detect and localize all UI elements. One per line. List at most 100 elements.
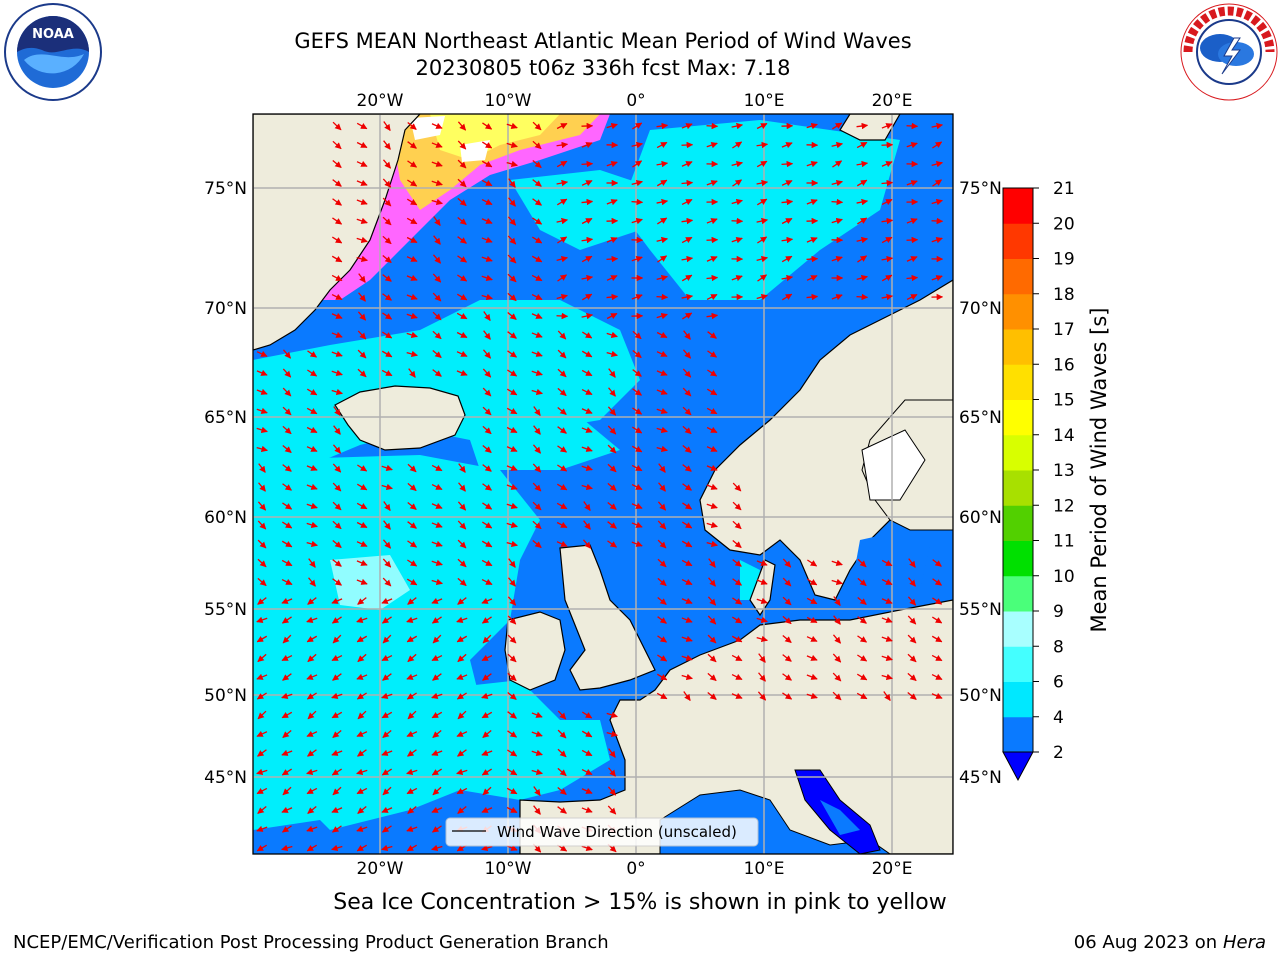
wind-arrow [506,122,518,129]
wind-arrow [657,539,667,549]
wind-arrow [382,293,392,301]
colorbar-tick-label: 10 [1053,567,1075,587]
wind-arrow [931,654,943,662]
wind-arrow [456,312,468,320]
wind-arrow [457,140,467,150]
wind-arrow [881,161,893,168]
wind-arrow [407,179,418,187]
wind-arrow [332,179,342,187]
wind-arrow [431,502,443,509]
wind-arrow [432,330,442,340]
wind-arrow [681,179,694,187]
wind-arrow [506,464,518,471]
wind-arrow [357,749,367,757]
wind-arrow [432,729,442,739]
wind-arrow [257,577,267,587]
wind-arrow [533,786,541,796]
lon-label: 0° [626,91,645,111]
wind-arrow [856,692,868,700]
wind-arrow [481,540,493,548]
wind-arrow [431,578,443,586]
wind-arrow [581,160,594,168]
wind-arrow [881,635,893,642]
wind-arrow [557,767,567,777]
wind-arrow [706,540,718,548]
wind-arrow [607,444,617,454]
wind-arrow [557,748,567,758]
wind-arrow [456,369,468,376]
wind-arrow [731,122,744,130]
wind-arrow [581,142,593,149]
wind-arrow [658,482,666,492]
wind-arrow [681,654,693,661]
colorbar-tick-label: 14 [1053,426,1075,446]
wind-arrow [531,768,543,776]
wind-arrow [506,540,518,548]
wind-arrow [482,729,492,739]
wind-arrow [606,255,619,263]
wind-arrow [632,388,642,396]
wind-arrow [306,844,318,852]
colorbar-segment [1003,470,1033,506]
wind-arrow [456,331,468,339]
wind-arrow [331,692,343,699]
wind-arrow [281,521,293,529]
wind-arrow [681,141,694,149]
wind-arrow [806,161,818,168]
wind-arrow [832,653,842,663]
wind-arrow [432,369,442,377]
wind-arrow [556,521,568,529]
wind-arrow [358,273,366,283]
wind-arrow [631,217,643,225]
wind-arrow [631,256,643,263]
wind-arrow [456,635,468,643]
wind-arrow [656,426,668,434]
arrow-legend: Wind Wave Direction (unscaled) [445,817,759,847]
wind-arrow [531,730,543,737]
wind-arrow [481,844,493,852]
wind-arrow [756,179,769,187]
wind-arrow [356,540,368,547]
wind-arrow [656,198,669,206]
wind-arrow [831,141,843,149]
wind-arrow [607,463,617,473]
wind-arrow [358,292,366,302]
wind-arrow [332,444,342,454]
wind-arrow [657,520,667,530]
wind-arrow [507,596,517,606]
wind-arrow [331,388,343,396]
wind-arrow [682,406,692,416]
wind-arrow [482,122,493,130]
wind-arrow [782,692,793,700]
wind-arrow [631,141,643,149]
wind-arrow [306,521,318,529]
wind-arrow [856,274,868,282]
wind-arrow [406,198,418,206]
wind-arrow [881,274,893,282]
wind-arrow [256,787,268,795]
wind-arrow [431,825,442,833]
wind-arrow [556,540,568,547]
wind-arrow [356,825,368,832]
wind-arrow [382,159,392,169]
colorbar-segment [1003,540,1033,577]
wind-arrow [381,369,393,377]
wind-arrow [381,825,392,833]
colorbar-segment [1003,505,1033,541]
wind-arrow [481,160,493,168]
wind-arrow [532,482,542,492]
wind-arrow [681,123,693,130]
wind-arrow [256,350,268,357]
wind-arrow [431,768,443,776]
wind-arrow [458,482,466,492]
wind-arrow [507,254,517,264]
wind-arrow [732,482,742,492]
wind-arrow [431,559,443,566]
colorbar-segment [1003,716,1033,753]
colorbar-tick-label: 2 [1053,743,1064,763]
colorbar-tick-label: 6 [1053,673,1064,693]
wind-arrow [782,558,792,568]
wind-arrow [831,294,843,301]
wind-arrow [758,653,766,663]
wind-arrow [681,255,694,263]
